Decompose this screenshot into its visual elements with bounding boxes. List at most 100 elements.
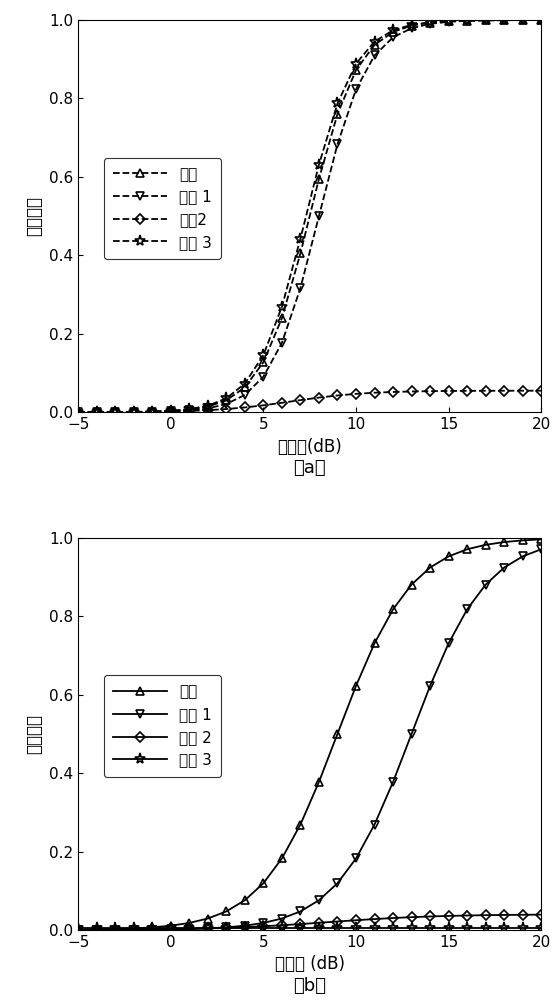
干扰 3	[334, 922, 341, 934]
目标	[389, 603, 396, 615]
干扐2	[427, 385, 434, 397]
Text: （a）: （a）	[294, 459, 326, 477]
Legend: 目标, 干扰 1, 干扰 2, 干扰 3: 目标, 干扰 1, 干扰 2, 干扰 3	[104, 675, 221, 777]
干扰 3	[389, 24, 396, 36]
干扰 3	[204, 400, 211, 412]
目标	[353, 680, 359, 692]
干扰 1	[131, 924, 137, 936]
目标	[464, 15, 470, 27]
干扰 3	[427, 922, 434, 934]
目标	[112, 406, 118, 418]
目标	[408, 20, 415, 32]
干扐2	[242, 401, 248, 413]
干扰 1	[389, 776, 396, 788]
目标	[371, 39, 378, 51]
干扰 3	[242, 922, 248, 934]
目标	[93, 923, 100, 935]
干扰 3	[371, 36, 378, 48]
干扰 2	[149, 923, 156, 935]
干扰 1	[334, 138, 341, 150]
干扰 3	[131, 406, 137, 418]
干扐2	[519, 385, 526, 397]
目标	[297, 819, 304, 831]
目标	[167, 405, 174, 417]
干扰 3	[167, 405, 174, 417]
干扰 2	[223, 922, 230, 934]
X-axis label: 信噪比(dB): 信噪比(dB)	[277, 438, 342, 456]
干扰 3	[316, 159, 323, 171]
目标	[149, 406, 156, 418]
干扐2	[93, 406, 100, 418]
干扰 1	[408, 22, 415, 34]
干扐2	[445, 385, 452, 397]
干扰 3	[538, 14, 545, 26]
干扐2	[131, 406, 137, 418]
干扰 1	[316, 894, 323, 906]
干扰 2	[112, 924, 118, 936]
目标	[260, 356, 267, 368]
干扰 2	[242, 921, 248, 933]
干扰 1	[464, 603, 470, 615]
干扰 2	[519, 909, 526, 921]
Line: 目标: 目标	[74, 16, 545, 416]
干扰 1	[167, 405, 174, 417]
目标	[75, 924, 81, 936]
干扰 2	[278, 919, 285, 931]
干扰 3	[408, 922, 415, 934]
干扰 3	[167, 922, 174, 934]
目标	[408, 579, 415, 591]
干扐2	[501, 385, 508, 397]
目标	[464, 543, 470, 555]
干扰 3	[445, 15, 452, 27]
干扐2	[408, 385, 415, 397]
目标	[186, 917, 193, 929]
干扐2	[223, 403, 230, 415]
目标	[501, 14, 508, 26]
干扰 1	[389, 31, 396, 43]
目标	[242, 381, 248, 393]
目标	[519, 14, 526, 26]
干扰 1	[112, 924, 118, 936]
Line: 目标: 目标	[74, 535, 545, 934]
干扰 3	[278, 301, 285, 313]
干扐2	[389, 386, 396, 398]
Y-axis label: 检测概率: 检测概率	[26, 714, 44, 754]
干扰 3	[112, 922, 118, 934]
干扰 1	[223, 921, 230, 933]
干扰 2	[316, 917, 323, 929]
Y-axis label: 检测概率: 检测概率	[26, 196, 44, 236]
目标	[482, 539, 489, 551]
干扰 2	[260, 920, 267, 932]
干扰 3	[149, 406, 156, 418]
干扰 3	[408, 19, 415, 31]
目标	[482, 14, 489, 26]
干扰 1	[371, 819, 378, 831]
干扰 1	[445, 16, 452, 28]
目标	[131, 922, 137, 934]
干扰 3	[260, 349, 267, 361]
干扰 3	[93, 406, 100, 418]
干扰 1	[186, 923, 193, 935]
干扰 3	[223, 922, 230, 934]
干扰 2	[464, 910, 470, 922]
目标	[260, 877, 267, 889]
干扰 1	[353, 852, 359, 864]
目标	[297, 247, 304, 259]
干扰 3	[538, 922, 545, 934]
干扰 1	[204, 402, 211, 414]
干扰 1	[242, 920, 248, 932]
目标	[316, 776, 323, 788]
干扰 1	[482, 14, 489, 26]
干扰 2	[167, 923, 174, 935]
目标	[204, 913, 211, 925]
目标	[371, 637, 378, 649]
干扰 3	[186, 922, 193, 934]
目标	[167, 920, 174, 932]
目标	[316, 173, 323, 185]
干扰 3	[427, 16, 434, 28]
干扰 2	[501, 909, 508, 921]
干扰 1	[334, 877, 341, 889]
干扰 3	[464, 14, 470, 26]
干扐2	[167, 405, 174, 417]
干扰 3	[519, 922, 526, 934]
